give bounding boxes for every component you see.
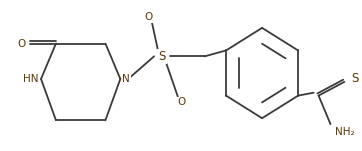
Text: HN: HN	[24, 74, 39, 84]
Text: S: S	[351, 72, 359, 85]
Text: N: N	[122, 74, 130, 84]
Text: O: O	[144, 12, 152, 22]
Text: O: O	[178, 98, 186, 108]
Text: S: S	[158, 50, 166, 63]
Text: NH₂: NH₂	[336, 127, 355, 137]
Text: O: O	[17, 39, 25, 49]
